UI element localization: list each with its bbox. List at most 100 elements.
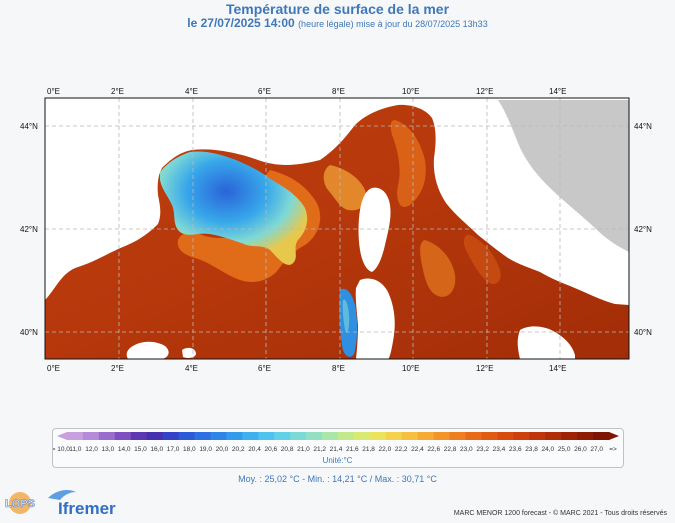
scale-swatch xyxy=(82,432,100,440)
lat-labels-right: 44°N 42°N 40°N xyxy=(634,122,652,337)
lat-label: 42°N xyxy=(20,225,38,234)
scale-label: ≤= 10,0 xyxy=(53,446,70,453)
warm-filament xyxy=(463,234,501,285)
scale-swatch xyxy=(226,432,243,440)
wave-icon xyxy=(48,490,76,500)
lon-label: 0°E xyxy=(47,364,60,373)
credit-text: MARC MENOR 1200 forecast - © MARC 2021 -… xyxy=(453,510,667,517)
warm-filament xyxy=(323,165,367,211)
lon-label: 10°E xyxy=(402,87,419,96)
scale-label: 22,4 xyxy=(411,446,424,453)
scale-label: 15,0 xyxy=(134,446,147,453)
lops-logo[interactable]: LOPS xyxy=(3,490,37,521)
scale-swatch xyxy=(481,432,498,440)
lon-label: 2°E xyxy=(111,364,124,373)
lon-label: 4°E xyxy=(185,364,198,373)
lon-label: 12°E xyxy=(476,364,493,373)
lon-label: 8°E xyxy=(332,87,345,96)
ifremer-logo-text: Ifremer xyxy=(58,499,116,518)
scale-label: 21,4 xyxy=(330,446,343,453)
scale-swatch xyxy=(449,432,467,440)
lon-label: 2°E xyxy=(111,87,124,96)
land-balkans xyxy=(498,100,629,252)
scale-label: 23,6 xyxy=(509,446,522,453)
lat-label: 44°N xyxy=(20,122,38,131)
legend-panel: ≤= 10,011,012,0 13,014,015,016,0 17,018,01… xyxy=(48,428,624,468)
cool-water-region xyxy=(160,151,308,265)
lon-label: 14°E xyxy=(549,87,566,96)
land-sardinia xyxy=(355,278,395,359)
scale-label: 22,6 xyxy=(427,446,440,453)
scale-swatch xyxy=(353,432,371,440)
color-scale-bar xyxy=(57,432,619,440)
lon-label: 4°E xyxy=(185,87,198,96)
scale-label: 21,8 xyxy=(362,446,375,453)
scale-arrow-high xyxy=(609,432,619,440)
color-scale: ≤= 10,011,012,0 13,014,015,016,0 17,018,01… xyxy=(48,432,619,453)
scale-swatch xyxy=(338,432,355,440)
date-note: (heure légale) mise à jour du 28/07/2025… xyxy=(298,19,488,29)
scale-swatch xyxy=(385,432,403,440)
scale-swatch xyxy=(417,432,435,440)
scale-label: 23,8 xyxy=(525,446,538,453)
scale-swatch xyxy=(210,432,227,440)
scale-label: 23,0 xyxy=(460,446,473,453)
scale-label: 20,6 xyxy=(264,446,277,453)
lon-label: 6°E xyxy=(258,364,271,373)
scale-label: 18,0 xyxy=(183,446,196,453)
stats-summary: Moy. : 25,02 °C - Min. : 14,21 °C / Max.… xyxy=(238,474,437,484)
lon-labels-top: 0°E 2°E 4°E 6°E 8°E 10°E 12°E 14°E xyxy=(47,87,566,96)
lon-label: 14°E xyxy=(549,364,566,373)
scale-label: 16,0 xyxy=(150,446,163,453)
date-subtitle: le 27/07/2025 14:00 (heure légale) mise … xyxy=(0,16,675,32)
scale-swatch xyxy=(178,432,196,440)
scale-arrow-low xyxy=(57,432,67,440)
page-title: Température de surface de la mer xyxy=(225,1,450,17)
scale-swatch xyxy=(433,432,451,440)
scale-swatch xyxy=(497,432,514,440)
land-italy xyxy=(434,104,629,305)
scale-label: 21,6 xyxy=(346,446,359,453)
ifremer-logo[interactable]: Ifremer xyxy=(46,486,126,523)
lops-logo-text: LOPS xyxy=(5,498,35,510)
lon-labels-bottom: 0°E 2°E 4°E 6°E 8°E 10°E 12°E 14°E xyxy=(47,364,566,373)
scale-label: 23,4 xyxy=(493,446,506,453)
sst-map[interactable]: 0°E 2°E 4°E 6°E 8°E 10°E 12°E 14°E 0°E 2… xyxy=(0,80,675,380)
scale-label: 22,0 xyxy=(379,446,392,453)
scale-swatch xyxy=(98,432,116,440)
lon-label: 10°E xyxy=(402,364,419,373)
scale-swatch xyxy=(577,432,594,440)
scale-swatch xyxy=(306,432,323,440)
scale-swatch xyxy=(194,432,211,440)
land-south xyxy=(517,326,575,359)
scale-label: 19,0 xyxy=(199,446,212,453)
scale-label: 20,4 xyxy=(248,446,261,453)
scale-label: 21,0 xyxy=(297,446,310,453)
scale-swatch xyxy=(114,432,132,440)
land-corsica xyxy=(358,187,391,272)
scale-label: 23,2 xyxy=(476,446,489,453)
lat-label: 40°N xyxy=(634,328,652,337)
scale-label: 11,0 xyxy=(69,446,82,453)
lat-label: 44°N xyxy=(634,122,652,131)
scale-label: 27,0 xyxy=(590,446,603,453)
scale-label: 22,8 xyxy=(444,446,457,453)
scale-swatch xyxy=(513,432,530,440)
land-balearic xyxy=(126,341,169,359)
scale-label: 12,0 xyxy=(85,446,98,453)
scale-label: 21,2 xyxy=(313,446,326,453)
scale-label: 17,0 xyxy=(167,446,180,453)
scale-label: 26,0 xyxy=(574,446,587,453)
scale-swatch xyxy=(465,432,482,440)
scale-swatch xyxy=(593,432,610,440)
lat-label: 42°N xyxy=(634,225,652,234)
warm-filament xyxy=(390,120,426,208)
legend-unit: Unité:°C xyxy=(322,456,353,465)
scale-swatch xyxy=(545,432,562,440)
lat-label: 40°N xyxy=(20,328,38,337)
scale-label: 13,0 xyxy=(102,446,115,453)
scale-swatch xyxy=(401,432,419,440)
scale-swatch xyxy=(162,432,180,440)
scale-label: => xyxy=(609,446,617,453)
lon-label: 8°E xyxy=(332,364,345,373)
